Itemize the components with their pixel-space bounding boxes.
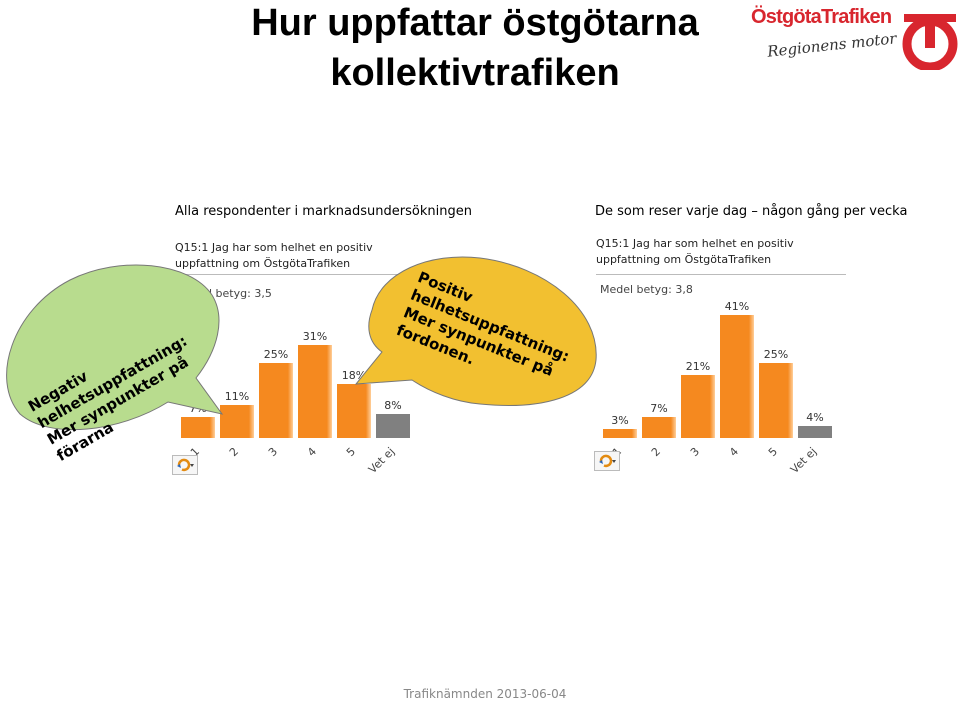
right-chart-question: Q15:1 Jag har som helhet en positiv uppf… xyxy=(596,236,794,268)
bar-value-label: 7% xyxy=(189,402,206,415)
bar-5 xyxy=(759,363,793,438)
right-chart-options-icon[interactable] xyxy=(594,451,620,471)
left-chart-question-line1: Q15:1 Jag har som helhet en positiv xyxy=(175,241,373,254)
x-tick-label: 3 xyxy=(266,445,280,459)
left-subtitle: Alla respondenter i marknadsundersökning… xyxy=(175,204,472,219)
x-tick-label: 4 xyxy=(727,445,741,459)
right-bar-chart: 3%17%221%341%425%54%Vet ej xyxy=(603,300,832,476)
left-chart-mean: Medel betyg: 3,5 xyxy=(179,287,272,300)
x-tick-label: 5 xyxy=(766,445,780,459)
bar-value-label: 41% xyxy=(725,300,749,313)
ostgotatrafiken-logo: ÖstgötaTrafiken Regionens motor xyxy=(745,2,960,72)
x-tick-label: 2 xyxy=(227,445,241,459)
bar-value-label: 8% xyxy=(384,399,401,412)
bar-3 xyxy=(259,363,293,438)
bar-value-label: 25% xyxy=(264,348,288,361)
refresh-icon xyxy=(599,454,616,468)
bar-4 xyxy=(298,345,332,438)
left-chart-question: Q15:1 Jag har som helhet en positiv uppf… xyxy=(175,240,373,272)
bar-4 xyxy=(720,315,754,438)
x-tick-label: 5 xyxy=(344,445,358,459)
bar-value-label: 18% xyxy=(342,369,366,382)
right-chart-mean: Medel betyg: 3,8 xyxy=(600,283,693,296)
slide-title: Hur uppfattar östgötarna kollektivtrafik… xyxy=(160,0,790,98)
slide-title-line1: Hur uppfattar östgötarna xyxy=(251,2,699,44)
bar-2 xyxy=(220,405,254,438)
x-tick-label: 2 xyxy=(649,445,663,459)
slide-title-line2: kollektivtrafiken xyxy=(330,52,620,94)
bar-value-label: 11% xyxy=(225,390,249,403)
x-tick-label: 4 xyxy=(305,445,319,459)
right-chart-divider xyxy=(596,274,846,275)
x-tick-label: 3 xyxy=(688,445,702,459)
x-tick-label: Vet ej xyxy=(366,445,397,476)
left-chart-options-icon[interactable] xyxy=(172,455,198,475)
bar-value-label: 3% xyxy=(611,414,628,427)
footer-text: Trafiknämnden 2013-06-04 xyxy=(403,687,567,701)
logo-tagline: Regionens motor xyxy=(766,29,898,61)
bar-3 xyxy=(681,375,715,438)
right-subtitle: De som reser varje dag – någon gång per … xyxy=(595,204,908,219)
left-chart-divider xyxy=(175,274,425,275)
bar-5 xyxy=(337,384,371,438)
bar-value-label: 4% xyxy=(806,411,823,424)
bar-2 xyxy=(642,417,676,438)
bar-value-label: 31% xyxy=(303,330,327,343)
right-chart-question-line2: uppfattning om ÖstgötaTrafiken xyxy=(596,253,772,266)
bar-1 xyxy=(603,429,637,438)
x-tick-label: Vet ej xyxy=(788,445,819,476)
left-bar-chart: 7%111%225%331%418%58%Vet ej xyxy=(181,330,410,476)
logo-mark-icon xyxy=(902,14,958,70)
bar-vet-ej xyxy=(798,426,832,438)
right-chart-question-line1: Q15:1 Jag har som helhet en positiv xyxy=(596,237,794,250)
bar-value-label: 25% xyxy=(764,348,788,361)
logo-name: ÖstgötaTrafiken xyxy=(751,6,892,28)
bar-vet-ej xyxy=(376,414,410,438)
bar-value-label: 7% xyxy=(650,402,667,415)
bar-1 xyxy=(181,417,215,438)
positive-bubble-text: Positiv helhetsuppfattning: Mer synpunkt… xyxy=(393,268,572,380)
bar-value-label: 21% xyxy=(686,360,710,373)
left-chart-question-line2: uppfattning om ÖstgötaTrafiken xyxy=(175,257,351,270)
refresh-icon xyxy=(177,458,194,472)
